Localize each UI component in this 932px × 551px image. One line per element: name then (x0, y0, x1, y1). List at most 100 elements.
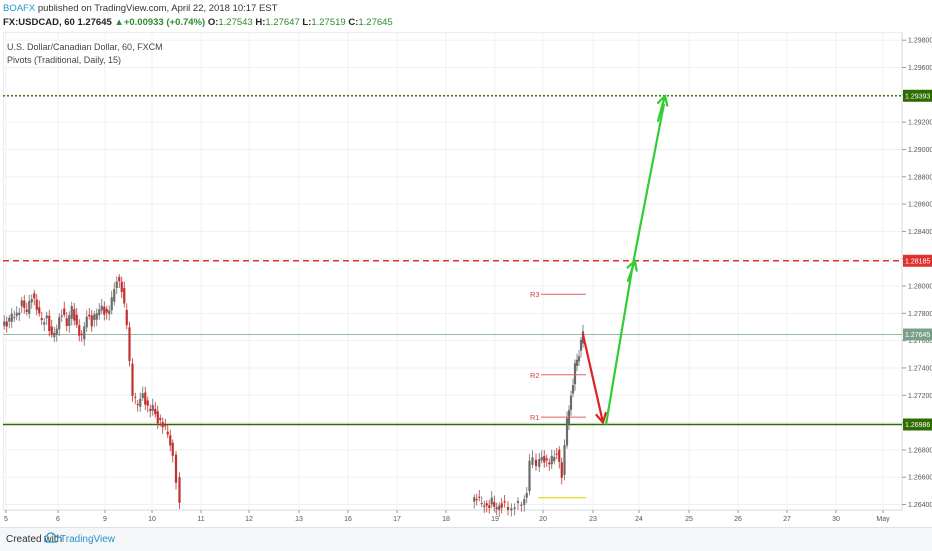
candle-body (90, 315, 93, 327)
pivot-r2-label: R2 (530, 371, 540, 380)
candle-body (35, 299, 38, 310)
green-mid-arrow-shaft (626, 259, 637, 282)
candle-body (75, 314, 78, 325)
red-down-arrow-shaft (581, 333, 605, 424)
x-tick-label: May (876, 516, 890, 523)
horizontal-levels (3, 95, 902, 426)
candle-body (78, 325, 81, 336)
candle-body (500, 503, 503, 508)
x-tick-label: 5 (4, 516, 8, 523)
candle-body (100, 305, 103, 311)
candle-body (154, 408, 157, 415)
author-link[interactable]: BOAFX (3, 3, 36, 14)
y-tick-label: 1.26400 (908, 502, 932, 509)
candle-body (50, 326, 53, 335)
candle-body (10, 313, 13, 322)
y-tick-label: 1.29600 (908, 65, 932, 72)
candle-body (13, 317, 16, 319)
price-badge (903, 328, 932, 341)
price-badge-label: 1.29393 (905, 93, 930, 100)
y-tick-label: 1.29800 (908, 38, 932, 45)
candle-body (136, 404, 139, 406)
price-badge-label: 1.28185 (905, 258, 930, 265)
arrows-layer (581, 94, 669, 425)
candle-body (473, 497, 476, 502)
candle-body (139, 398, 142, 407)
tradingview-brand[interactable]: TradingView (60, 534, 116, 545)
price-axis[interactable]: 1.264001.266001.268001.270001.272001.274… (902, 38, 932, 509)
candle-body (45, 315, 48, 319)
candle-body (538, 459, 541, 467)
price-badge (903, 89, 932, 102)
candle-body (579, 339, 583, 351)
candle-body (65, 318, 68, 326)
candle-body (73, 309, 76, 321)
candle-body (18, 312, 21, 315)
candle-body (98, 309, 101, 316)
y-tick-label: 1.29000 (908, 147, 932, 154)
low-label: L: (302, 17, 312, 28)
candle-body (555, 453, 558, 455)
candle-body (63, 308, 66, 315)
candle-body (545, 458, 548, 461)
candle-body (58, 317, 61, 330)
y-tick-label: 1.27800 (908, 311, 932, 318)
y-tick-label: 1.29200 (908, 120, 932, 127)
candle-body (38, 307, 41, 314)
candle-body (149, 408, 152, 411)
candle-body (571, 385, 575, 394)
candle-body (128, 327, 131, 361)
price-badge-label: 1.27645 (905, 332, 930, 339)
candle-body (525, 492, 528, 498)
y-tick-label: 1.27600 (908, 338, 932, 345)
candle-body (169, 435, 172, 446)
close-label: C: (348, 17, 359, 28)
candle-body (85, 316, 88, 328)
candle-body (48, 315, 51, 332)
candle-body (23, 300, 26, 308)
candle-body (144, 392, 147, 405)
candle-body (161, 422, 164, 428)
x-tick-label: 11 (197, 516, 204, 523)
high-value: 1.27647 (265, 17, 300, 28)
candle-body (475, 499, 478, 501)
candle-body (123, 288, 126, 304)
candle-body (171, 442, 174, 456)
x-tick-label: 9 (103, 516, 107, 523)
candle-body (55, 328, 58, 336)
candle-body (40, 318, 43, 321)
x-tick-label: 12 (245, 516, 253, 523)
candle-body (528, 460, 531, 492)
candle-body (558, 449, 561, 462)
open-value: 1.27543 (218, 17, 253, 28)
candle-body (164, 425, 167, 427)
y-tick-label: 1.28800 (908, 174, 932, 181)
candle-body (548, 462, 551, 465)
time-axis[interactable]: 5 6 9 10 11 12 13 16 17 18 19 20 23 24 25 26 27 30 May (4, 510, 890, 523)
created-with-text: Created with (6, 534, 63, 545)
candle-body (506, 507, 510, 510)
candle-body (543, 456, 546, 463)
price-badge (903, 418, 932, 431)
candle-body (495, 507, 498, 509)
candle-body (5, 321, 8, 327)
candle-body (25, 309, 28, 312)
x-tick-label: 20 (539, 516, 547, 523)
up-triangle-icon: ▲ (114, 17, 124, 28)
candle-body (503, 501, 506, 503)
candle-body (523, 499, 526, 506)
candle-body (573, 363, 577, 385)
candle-body (68, 315, 71, 327)
candle-body (490, 497, 493, 505)
candle-body (488, 505, 491, 508)
candle-body (118, 276, 121, 282)
candle-body (93, 314, 96, 321)
candle-body (159, 417, 162, 420)
open-label: O: (207, 17, 219, 28)
chart-header: BOAFX published on TradingView.com, Apri… (0, 0, 932, 30)
candle-body (20, 300, 23, 307)
candle-body (146, 400, 149, 406)
symbol-label[interactable]: FX:USDCAD, 60 (3, 17, 75, 28)
